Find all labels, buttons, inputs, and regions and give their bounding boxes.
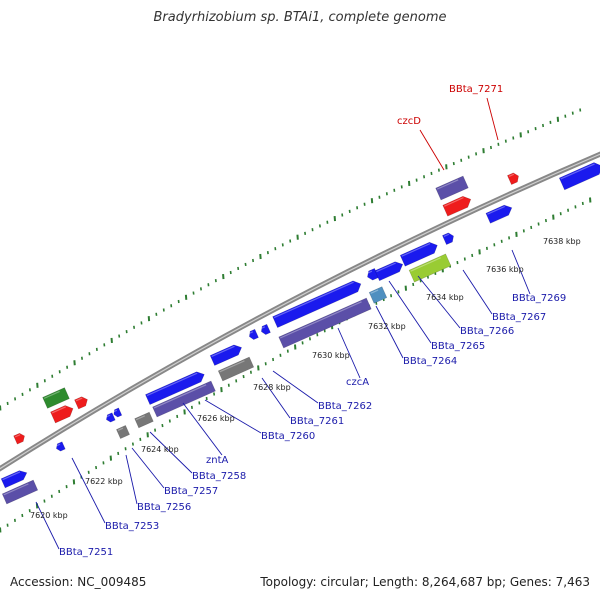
gene-bar-gray-1	[116, 425, 130, 439]
leader-line	[261, 377, 291, 419]
gene-label-znta[interactable]: zntA	[206, 455, 229, 466]
leader-line	[71, 457, 106, 524]
gene-arrow-czca	[272, 280, 362, 328]
genome-stats-label: Topology: circular; Length: 8,264,687 bp…	[260, 575, 590, 589]
gene-label-bbta-7271[interactable]: BBta_7271	[449, 84, 503, 95]
gene-bar-bbta-7262	[217, 356, 255, 382]
gene-bar-bbta-7260	[152, 380, 216, 418]
tick-row-top	[0, 108, 582, 411]
scale-label: 7624 kbp	[141, 445, 179, 454]
gene-arrow-red-2	[74, 396, 88, 410]
leader-line	[375, 305, 404, 359]
gene-label-bbta-7266[interactable]: BBta_7266	[460, 326, 514, 337]
gene-arrow-red-1	[50, 405, 74, 424]
leader-line	[462, 269, 493, 315]
gene-label-bbta-7260[interactable]: BBta_7260	[261, 431, 315, 442]
leader-line	[131, 447, 165, 489]
scale-label: 7636 kbp	[486, 265, 524, 274]
gene-arrow-czcd	[442, 195, 472, 217]
gene-label-bbta-7267[interactable]: BBta_7267	[492, 312, 546, 323]
gene-arrow-bbta-7261	[209, 344, 243, 366]
gene-label-czcd[interactable]: czcD	[397, 116, 421, 127]
gene-label-bbta-7253[interactable]: BBta_7253	[105, 521, 159, 532]
gene-label-czca[interactable]: czcA	[346, 377, 369, 388]
gene-label-bbta-7262[interactable]: BBta_7262	[318, 401, 372, 412]
gene-arrow-bbta-7251	[0, 470, 28, 489]
leader-line	[125, 454, 138, 505]
gene-label-bbta-7251[interactable]: BBta_7251	[59, 547, 113, 558]
gene-arrow-bbta-7267	[399, 241, 438, 267]
leader-line	[182, 402, 223, 456]
gene-arrow-blue-right-1	[485, 204, 513, 224]
leader-line	[35, 501, 60, 550]
leader-line	[204, 399, 262, 434]
gene-arrow-bbta-7257	[113, 407, 123, 418]
scale-label: 7634 kbp	[426, 293, 464, 302]
leader-line	[419, 129, 445, 171]
gene-bar-bbta-7269	[408, 253, 452, 283]
gene-label-bbta-7264[interactable]: BBta_7264	[403, 356, 457, 367]
scale-label: 7628 kbp	[253, 383, 291, 392]
label-leaders	[35, 97, 531, 550]
scale-label: 7630 kbp	[312, 351, 350, 360]
gene-arrow-bbta-7256	[105, 412, 116, 423]
gene-arrow-blue-right-2	[558, 162, 600, 191]
gene-label-bbta-7261[interactable]: BBta_7261	[290, 416, 344, 427]
leader-line	[511, 249, 531, 295]
gene-arrow-bbta-7265	[374, 261, 404, 282]
gene-bar-bbta-7264	[278, 297, 372, 349]
leader-line	[149, 431, 193, 474]
gene-bar-bbta-7266	[368, 286, 388, 304]
scale-label: 7622 kbp	[85, 477, 123, 486]
gene-bar-bbta-7258	[134, 411, 154, 429]
gene-labels: BBta_7251 BBta_7253 BBta_7256 BBta_7257 BBta…	[59, 84, 566, 558]
gene-bar-bbta-7253	[1, 479, 39, 505]
leader-line	[337, 327, 361, 379]
gene-bar-green	[42, 387, 70, 409]
gene-arrow-small-3	[260, 323, 271, 335]
scale-label: 7620 kbp	[30, 511, 68, 520]
gene-arrow-small-2	[248, 328, 259, 340]
page-title: Bradyrhizobium sp. BTAi1, complete genom…	[153, 10, 447, 25]
scale-labels: 7620 kbp 7622 kbp 7624 kbp 7626 kbp 7628 kbp…	[30, 237, 581, 520]
scale-label: 7632 kbp	[368, 322, 406, 331]
scale-label: 7638 kbp	[543, 237, 581, 246]
leader-line	[388, 280, 432, 344]
gene-track	[0, 162, 600, 505]
gene-label-bbta-7256[interactable]: BBta_7256	[137, 502, 191, 513]
gene-arrow-small-1	[55, 441, 66, 452]
gene-arrow-bbta-7271	[507, 172, 519, 185]
leader-line	[272, 370, 319, 404]
gene-label-bbta-7265[interactable]: BBta_7265	[431, 341, 485, 352]
gene-label-bbta-7269[interactable]: BBta_7269	[512, 293, 566, 304]
gene-arrow-small-5	[442, 232, 454, 245]
accession-label: Accession: NC_009485	[10, 575, 147, 589]
leader-line	[417, 275, 461, 329]
gene-label-bbta-7258[interactable]: BBta_7258	[192, 471, 246, 482]
gene-bar-czcd	[435, 175, 469, 201]
gene-arrow-znta	[145, 371, 205, 406]
gene-label-bbta-7257[interactable]: BBta_7257	[164, 486, 218, 497]
leader-line	[486, 97, 499, 141]
scale-label: 7626 kbp	[197, 414, 235, 423]
gene-arrow-red-3	[13, 432, 25, 445]
genome-backbone-highlight	[0, 153, 600, 470]
